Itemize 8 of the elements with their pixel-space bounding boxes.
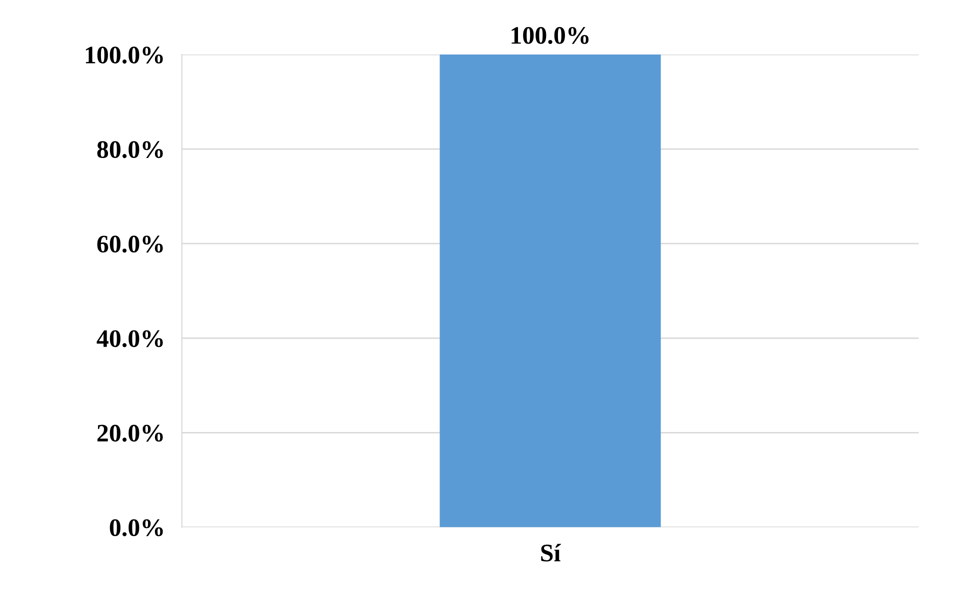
x-tick-label: Sí	[541, 544, 561, 562]
y-tick-label: 100.0%	[86, 46, 163, 64]
y-tick-label: 60.0%	[97, 236, 163, 253]
y-tick-label: 20.0%	[97, 424, 163, 442]
y-tick-label: 80.0%	[97, 141, 163, 158]
y-tick-label: 40.0%	[96, 330, 163, 348]
data-label: 100.0%	[512, 27, 589, 44]
y-tick-label: 0.0%	[110, 519, 163, 536]
